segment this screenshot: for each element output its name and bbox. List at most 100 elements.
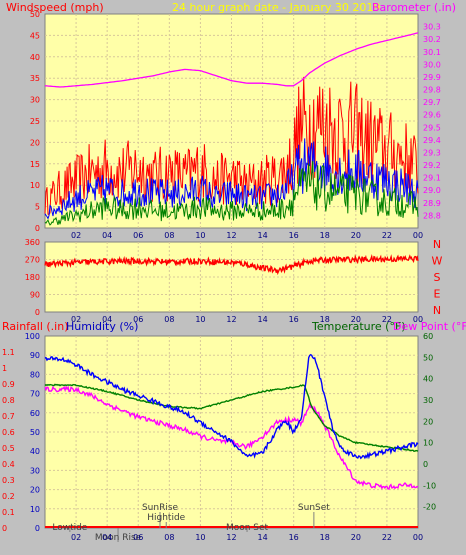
y-tick-label: 5 (35, 203, 40, 212)
y2-tick-label: 30.1 (423, 48, 441, 57)
temp-tick-labels: 010203040506070809010000.10.20.30.40.50.… (2, 332, 436, 533)
series-wind-direction (44, 254, 419, 276)
x-tick-label: 06 (133, 533, 143, 542)
x-tick-label: 00 (413, 533, 423, 542)
rain-tick-label: 0.3 (2, 476, 15, 485)
x-tick-label: 20 (351, 533, 361, 542)
humidity-tick-label: 20 (30, 486, 40, 495)
y2-tick-label: 29.4 (423, 136, 441, 145)
annotation-label: Lowtide (52, 523, 87, 533)
y2-tick-label: 29.0 (423, 186, 441, 195)
annotation-label: Moon Rise (95, 533, 142, 543)
temp-tick-label: 40 (423, 375, 433, 384)
y-tick-label: 50 (30, 10, 40, 19)
series-temperature (44, 383, 419, 453)
annotation-label: Moon Set (226, 523, 269, 533)
x-tick-label: 14 (257, 315, 267, 324)
x-tick-label: 02 (71, 315, 81, 324)
rain-tick-label: 0.2 (2, 492, 15, 501)
humidity-tick-label: 100 (25, 332, 40, 341)
rain-tick-label: 0.4 (2, 460, 15, 469)
x-tick-label: 22 (382, 533, 392, 542)
humidity-tick-label: 10 (30, 505, 40, 514)
temp-tick-label: 10 (423, 439, 433, 448)
y-tick-label: 30 (30, 96, 40, 105)
x-tick-label: 12 (226, 315, 236, 324)
barometer-axis-title: Barometer (.in) (372, 1, 456, 14)
x-tick-label: 02 (71, 231, 81, 240)
x-tick-label: 16 (289, 315, 299, 324)
x-tick-label: 14 (257, 533, 267, 542)
windspeed-axis-title: Windspeed (mph) (6, 1, 104, 14)
x-tick-label: 02 (71, 533, 81, 542)
x-tick-label: 06 (133, 231, 143, 240)
x-tick-label: 00 (413, 315, 423, 324)
rain-tick-label: 0.8 (2, 396, 15, 405)
y2-tick-label: 29.8 (423, 86, 441, 95)
series-average (44, 138, 419, 220)
rain-tick-label: 0 (2, 524, 7, 533)
compass-label: E (434, 288, 441, 301)
compass-label: S (434, 271, 441, 284)
x-tick-label: 06 (133, 315, 143, 324)
x-tick-label: 04 (102, 533, 112, 542)
series-low (44, 161, 419, 226)
humidity-tick-label: 70 (30, 390, 40, 399)
humidity-tick-label: 50 (30, 428, 40, 437)
y2-tick-label: 30.2 (423, 35, 441, 44)
annotation-label: Hightide (147, 513, 185, 523)
rain-tick-label: 0.1 (2, 508, 15, 517)
x-tick-label: 18 (320, 315, 330, 324)
x-tick-label: 10 (195, 533, 205, 542)
annotation-label: SunSet (298, 503, 330, 513)
rain-tick-label: 0.6 (2, 428, 15, 437)
y-tick-label: 40 (30, 53, 40, 62)
dewpoint-axis-title: Dew Point (°F) (393, 320, 466, 333)
humidity-axis-title: Humidity (%) (66, 320, 138, 333)
x-tick-label: 10 (195, 231, 205, 240)
y2-tick-label: 29.6 (423, 111, 441, 120)
direction-series (44, 254, 419, 276)
x-tick-label: 04 (102, 231, 112, 240)
humidity-tick-label: 30 (30, 466, 40, 475)
x-tick-labels: 02 02 02 04 04 04 06 06 06 08 08 08 10 10 10 12 12 12 14 14… (71, 231, 423, 542)
y2-tick-label: 29.1 (423, 174, 441, 183)
y-tick-label: 180 (25, 273, 40, 282)
y-tick-label: 10 (30, 181, 40, 190)
y2-tick-label: 30.0 (423, 60, 441, 69)
humidity-tick-label: 0 (35, 524, 40, 533)
humidity-tick-label: 90 (30, 351, 40, 360)
direction-tick-labels: 0 90 180 270 360 (25, 238, 40, 317)
x-tick-label: 12 (226, 231, 236, 240)
annotation-label: SunRise (142, 503, 179, 513)
x-tick-label: 18 (320, 231, 330, 240)
y2-tick-label: 29.3 (423, 148, 441, 157)
y2-tick-label: 29.2 (423, 161, 441, 170)
y2-tick-label: 29.5 (423, 123, 441, 132)
humidity-tick-label: 80 (30, 370, 40, 379)
x-tick-label: 08 (164, 315, 174, 324)
x-tick-label: 20 (351, 231, 361, 240)
y-tick-label: 360 (25, 238, 40, 247)
y-tick-label: 0 (35, 308, 40, 317)
humidity-tick-label: 40 (30, 447, 40, 456)
temp-tick-label: 0 (423, 460, 428, 469)
x-tick-label: 12 (226, 533, 236, 542)
y-tick-label: 25 (30, 117, 40, 126)
y-tick-label: 270 (25, 256, 40, 265)
x-tick-label: 20 (351, 315, 361, 324)
x-tick-label: 10 (195, 315, 205, 324)
temp-tick-label: -20 (423, 503, 436, 512)
temp-tick-label: 50 (423, 353, 433, 362)
y2-tick-label: 29.7 (423, 98, 441, 107)
rain-tick-label: 0.9 (2, 380, 15, 389)
wind-tick-labels: 0 5 10 15 20 25 30 35 40 45 50 28.8 28.9 29.0 29.1 29.2… (30, 10, 441, 233)
temp-tick-label: 30 (423, 396, 433, 405)
rainfall-axis-title: Rainfall (.in) (2, 320, 69, 333)
temp-tick-label: -10 (423, 481, 436, 490)
direction-plot-area (44, 241, 419, 313)
y2-tick-label: 29.9 (423, 73, 441, 82)
